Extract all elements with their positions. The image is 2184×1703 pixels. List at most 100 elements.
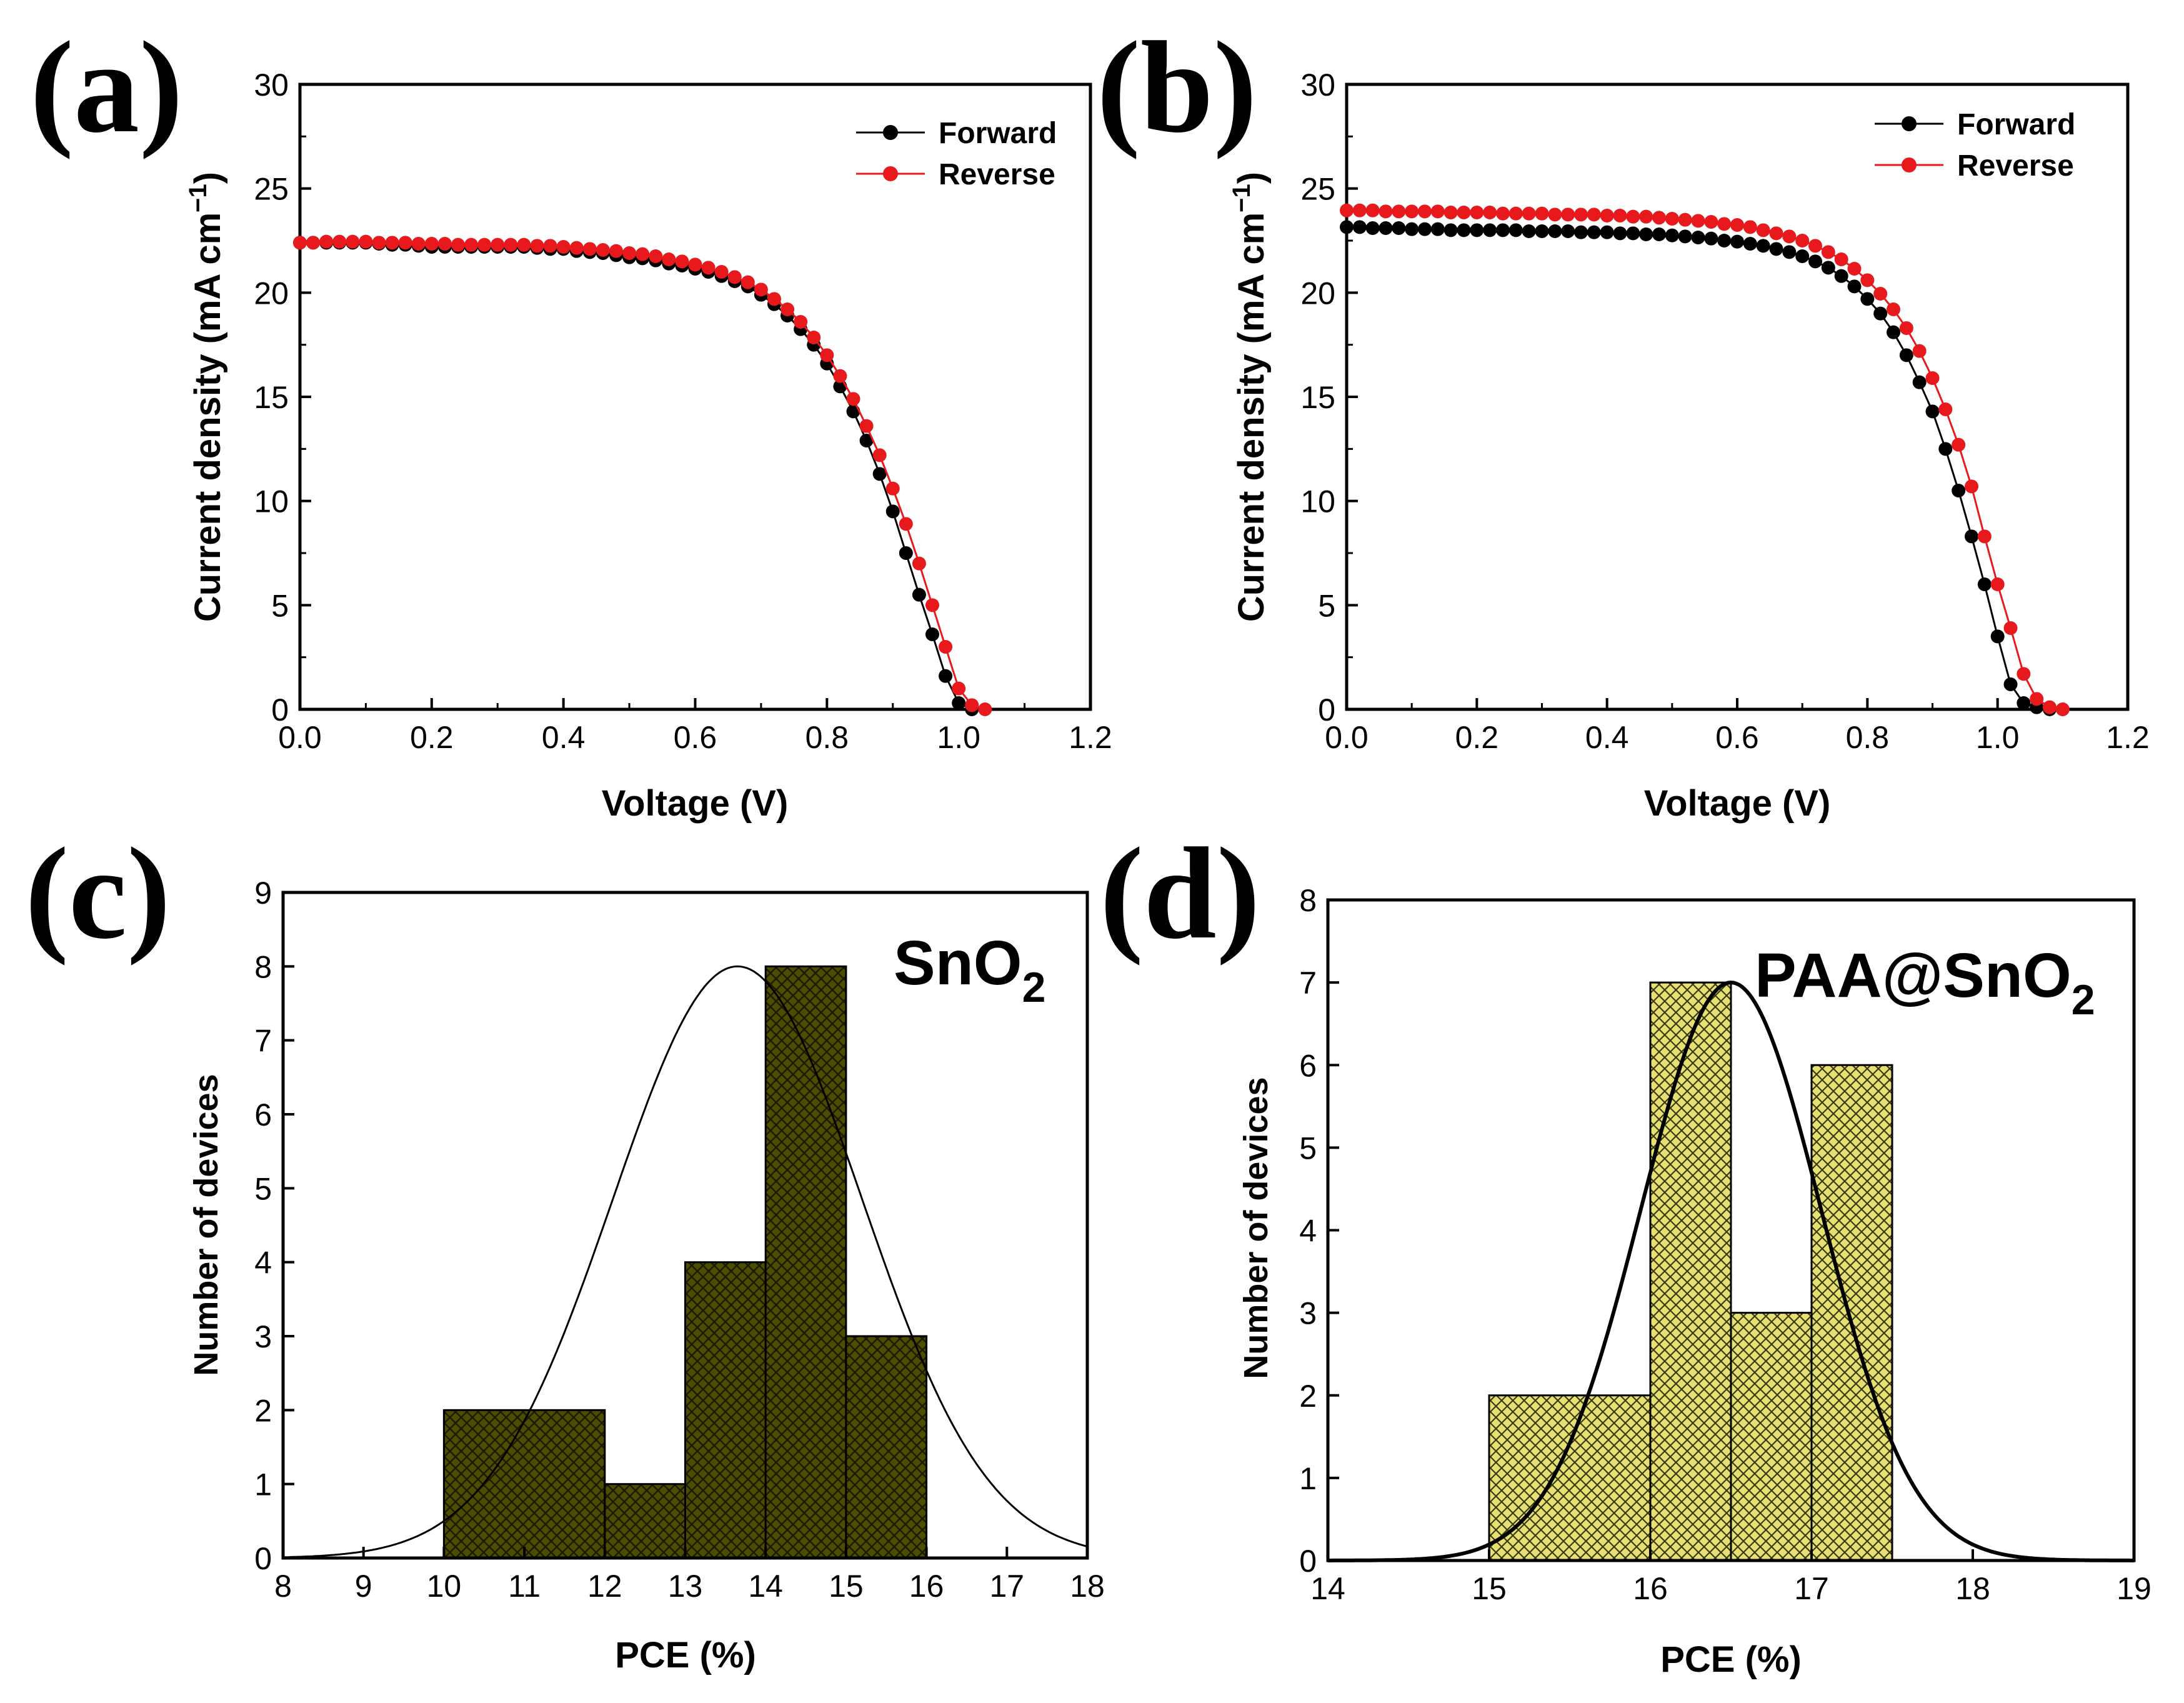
data-point-reverse: [1873, 287, 1888, 301]
data-point-reverse: [1508, 206, 1523, 221]
data-point-forward: [1887, 325, 1900, 339]
data-point-reverse: [437, 237, 452, 251]
data-point-reverse: [1379, 204, 1393, 219]
data-point-reverse: [491, 237, 505, 252]
x-axis-label: Voltage (V): [602, 783, 789, 824]
data-point-reverse: [1548, 207, 1562, 222]
data-point-forward: [1613, 226, 1627, 241]
data-point-reverse: [767, 292, 781, 306]
x-tick-label: 17: [1794, 1571, 1829, 1606]
data-point-reverse: [1704, 215, 1718, 229]
data-point-forward: [1795, 249, 1810, 263]
legend-label: Forward: [939, 117, 1057, 150]
data-point-reverse: [1691, 214, 1705, 228]
histogram-bar: [1649, 981, 1732, 1562]
data-point-reverse: [293, 236, 307, 250]
data-point-forward: [1548, 224, 1562, 238]
annotation-text: SnO: [894, 928, 1022, 998]
data-point-reverse: [1965, 479, 1978, 494]
data-point-reverse: [1665, 212, 1679, 226]
y-tick-label: 2: [254, 1393, 272, 1428]
data-point-forward: [1925, 404, 1940, 419]
data-point-reverse: [1483, 206, 1497, 219]
data-point-reverse: [1340, 203, 1354, 217]
series-line-forward: [1347, 226, 2050, 711]
data-point-reverse: [701, 261, 716, 275]
x-tick-label: 0.2: [410, 720, 454, 755]
data-point-reverse: [807, 331, 821, 344]
x-tick-label: 0.0: [278, 720, 322, 755]
x-axis-label: PCE (%): [1660, 1639, 1802, 1680]
data-point-reverse: [609, 244, 623, 258]
data-point-forward: [885, 504, 900, 519]
data-point-reverse: [794, 315, 808, 329]
data-point-forward: [1990, 629, 2005, 644]
series-line-forward: [300, 241, 972, 711]
data-point-reverse: [1821, 245, 1835, 259]
data-point-forward: [1665, 228, 1679, 242]
data-point-reverse: [727, 270, 742, 284]
x-tick-label: 0.8: [805, 720, 849, 755]
annotation-sub: 2: [2072, 976, 2095, 1024]
data-point-forward: [846, 404, 860, 419]
data-point-reverse: [636, 247, 650, 261]
data-point-reverse: [939, 640, 953, 654]
data-point-forward: [1430, 222, 1445, 236]
histogram-bar: [684, 1261, 767, 1559]
data-point-reverse: [504, 237, 518, 252]
data-point-reverse: [1990, 577, 2005, 591]
y-tick-label: 20: [254, 276, 289, 311]
data-point-reverse: [1652, 211, 1666, 225]
data-point-reverse: [952, 681, 966, 696]
data-point-forward: [1508, 223, 1523, 237]
x-tick-label: 0.4: [1585, 720, 1629, 755]
data-point-reverse: [372, 236, 386, 250]
data-point-reverse: [2017, 667, 2031, 681]
data-point-reverse: [1639, 209, 1653, 224]
annotation: PAA@SnO2: [1755, 941, 2095, 1024]
data-point-forward: [1483, 223, 1497, 237]
x-tick-label: 15: [1472, 1571, 1507, 1606]
data-point-forward: [1365, 221, 1380, 235]
data-point-reverse: [1352, 203, 1367, 217]
data-point-reverse: [451, 237, 465, 252]
x-axis-label: PCE (%): [615, 1635, 756, 1676]
data-point-forward: [2017, 696, 2031, 710]
data-point-forward: [1938, 442, 1953, 456]
data-point-reverse: [1977, 529, 1992, 544]
y-tick-label: 5: [271, 588, 289, 623]
legend-label: Reverse: [939, 158, 1055, 191]
data-point-reverse: [1600, 209, 1614, 222]
data-point-reverse: [1782, 229, 1797, 244]
data-point-reverse: [596, 243, 610, 257]
data-point-forward: [1691, 231, 1705, 244]
data-point-forward: [1769, 242, 1783, 256]
x-tick-label: 8: [274, 1569, 292, 1604]
x-tick-label: 1.0: [1976, 720, 2020, 755]
data-point-reverse: [1795, 234, 1810, 247]
histogram-bar: [764, 965, 847, 1559]
data-point-forward: [1522, 224, 1536, 238]
legend-marker: [883, 125, 898, 140]
data-point-forward: [1444, 223, 1458, 237]
annotation: SnO2: [894, 928, 1045, 1011]
y-axis-label-text: Current density (mA cm: [1231, 212, 1272, 622]
data-point-reverse: [662, 252, 676, 266]
data-point-reverse: [1496, 206, 1510, 221]
histogram-bar: [1488, 1394, 1652, 1562]
data-point-forward: [1496, 223, 1510, 237]
data-point-forward: [1834, 269, 1848, 283]
y-tick-label: 15: [254, 380, 289, 415]
data-point-reverse: [1847, 262, 1862, 276]
data-point-forward: [1730, 234, 1744, 249]
x-axis-label: Voltage (V): [1644, 783, 1831, 824]
y-tick-label: 10: [254, 484, 289, 519]
data-point-forward: [1639, 227, 1653, 241]
y-tick-label: 25: [1300, 172, 1335, 207]
series-line-reverse: [1347, 209, 2063, 711]
data-point-reverse: [1808, 239, 1822, 253]
y-axis-label: Number of devices: [187, 1074, 225, 1376]
data-point-reverse: [1405, 204, 1419, 219]
x-tick-label: 0.2: [1455, 720, 1499, 755]
data-point-reverse: [1756, 223, 1770, 237]
